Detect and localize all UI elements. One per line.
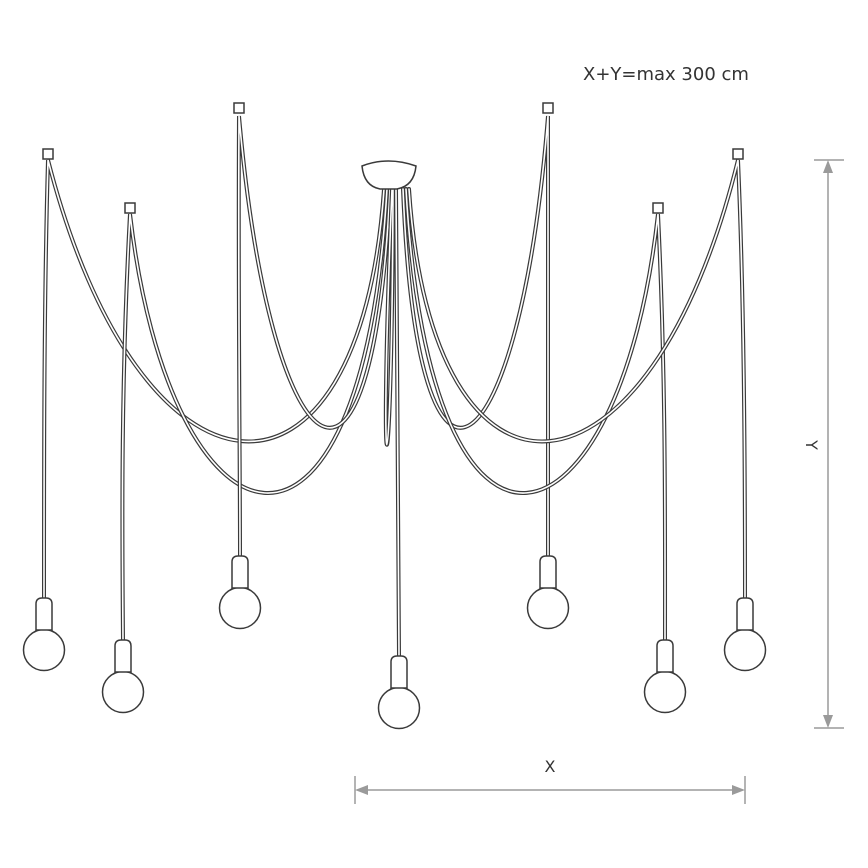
ceiling-hook-icon <box>652 202 664 214</box>
cable-core <box>121 188 388 641</box>
cable <box>407 159 747 600</box>
y-dimension: Y <box>802 159 844 729</box>
ceiling-hooks <box>42 102 744 214</box>
ceiling-canopy <box>361 160 417 190</box>
bulbs <box>22 555 767 730</box>
cable-core <box>237 115 391 557</box>
cable-core <box>405 188 666 641</box>
cable-core <box>385 188 394 446</box>
bulb-icon <box>643 639 687 714</box>
ceiling-hook-icon <box>124 202 136 214</box>
y-label: Y <box>802 439 821 450</box>
cable-core <box>43 159 385 599</box>
ceiling-hook-icon <box>542 102 554 114</box>
cable <box>404 187 668 642</box>
max-length-note: X+Y=max 300 cm <box>583 64 749 85</box>
x-dimension: X <box>354 757 746 804</box>
bulb-icon <box>377 655 421 730</box>
cable-core <box>395 188 400 657</box>
x-label: X <box>545 757 556 776</box>
ceiling-hook-icon <box>233 102 245 114</box>
bulb-icon <box>22 597 66 672</box>
ceiling-hook-icon <box>42 148 54 160</box>
cable-core <box>408 159 746 599</box>
cables <box>42 115 747 658</box>
bulb-icon <box>723 597 767 672</box>
bulb-icon <box>526 555 570 630</box>
cable <box>42 159 386 600</box>
ceiling-hook-icon <box>732 148 744 160</box>
bulb-icon <box>101 639 145 714</box>
bulb-icon <box>218 555 262 630</box>
cable-core <box>402 115 550 557</box>
